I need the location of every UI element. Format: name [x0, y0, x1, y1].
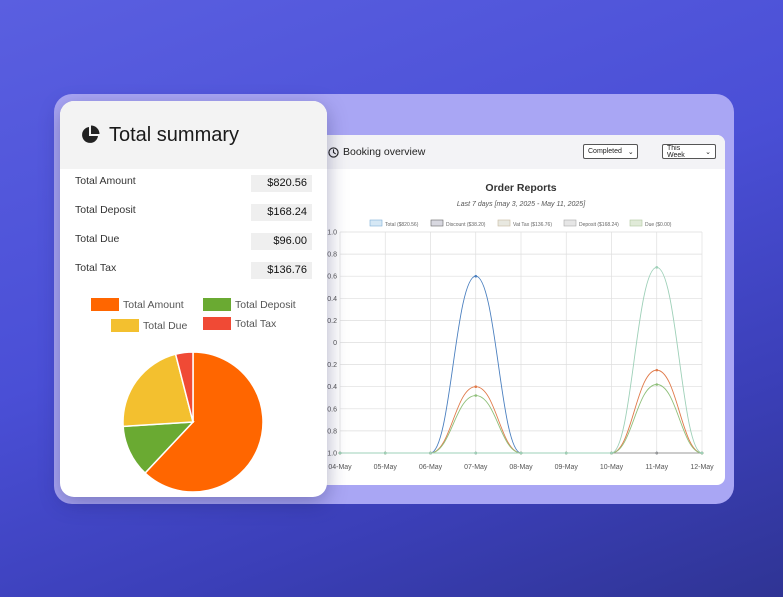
legend-total-deposit[interactable]: Total Deposit: [203, 298, 296, 311]
y-tick-label: 0.6: [327, 274, 337, 281]
y-tick-label: -0.6: [325, 406, 337, 413]
legend-total-tax[interactable]: Total Tax: [203, 317, 276, 330]
legend-label: Vat Tax ($136.76): [513, 222, 552, 228]
y-tick-label: -1.0: [325, 451, 337, 458]
legend-label: Total Tax: [235, 317, 277, 330]
status-dropdown[interactable]: Completed ⌄: [583, 144, 638, 159]
status-dropdown-label: Completed: [588, 148, 622, 155]
row-value: $96.00: [251, 233, 312, 250]
legend-label: Discount ($38.20): [446, 222, 486, 228]
data-point: [700, 451, 704, 455]
pie-chart-icon: [82, 125, 100, 143]
y-tick-label: -0.2: [325, 362, 337, 369]
total-summary-card: Total summary Total Amount $820.56 Total…: [60, 101, 327, 497]
row-value: $136.76: [251, 262, 312, 279]
pie-slice: [144, 351, 264, 493]
legend-label: Total ($820.56): [385, 222, 419, 228]
data-point: [564, 451, 568, 455]
legend-label: Total Due: [143, 319, 188, 332]
data-point: [519, 451, 523, 455]
y-tick-label: 0: [333, 340, 337, 347]
row-label: Total Due: [75, 233, 120, 245]
legend-label: Deposit ($168.24): [579, 222, 619, 228]
legend-total-amount[interactable]: Total Amount: [91, 298, 184, 311]
summary-header: Total summary: [60, 101, 327, 169]
range-dropdown-label: This Week: [667, 144, 685, 159]
legend-label: Total Amount: [123, 298, 184, 311]
summary-row-total-amount: Total Amount $820.56: [75, 175, 312, 193]
series-line: [340, 266, 703, 454]
legend-swatch: [111, 319, 139, 332]
legend-swatch: [203, 317, 231, 330]
booking-overview-card: Booking overview Completed ⌄ This Week ⌄…: [300, 135, 725, 485]
legend-swatch: [430, 219, 444, 227]
legend-label: Total Deposit: [235, 298, 296, 311]
row-label: Total Deposit: [75, 204, 136, 216]
summary-row-total-deposit: Total Deposit $168.24: [75, 204, 312, 222]
row-label: Total Amount: [75, 175, 136, 187]
legend-swatch: [563, 219, 577, 227]
legend-swatch: [203, 298, 231, 311]
x-tick-label: 11-May: [645, 464, 668, 471]
row-value: $820.56: [251, 175, 312, 192]
data-point: [474, 451, 478, 455]
pie-slice: [122, 353, 194, 428]
y-tick-label: 0.8: [327, 252, 337, 259]
y-tick-label: 0.4: [327, 296, 337, 303]
data-point: [610, 451, 613, 455]
booking-header: Booking overview Completed ⌄ This Week ⌄: [300, 135, 725, 169]
range-dropdown[interactable]: This Week ⌄: [662, 144, 716, 159]
data-point: [474, 385, 478, 388]
data-point: [655, 266, 659, 269]
legend-swatch: [91, 298, 119, 311]
data-point: [383, 451, 387, 455]
chevron-down-icon: ⌄: [627, 148, 634, 156]
booking-title: Booking overview: [343, 146, 426, 158]
data-point: [429, 451, 432, 455]
y-tick-label: -0.8: [325, 428, 337, 435]
legend-swatch: [497, 219, 511, 227]
data-point: [474, 274, 478, 278]
data-point: [474, 394, 478, 397]
summary-row-total-due: Total Due $96.00: [75, 233, 312, 251]
data-point: [655, 451, 659, 455]
legend-swatch: [629, 219, 643, 227]
y-tick-label: 0.2: [327, 318, 337, 325]
x-tick-label: 04-May: [328, 464, 352, 471]
data-point: [338, 451, 342, 455]
data-point: [655, 383, 659, 386]
summary-row-total-tax: Total Tax $136.76: [75, 262, 312, 280]
legend-total-due[interactable]: Total Due: [111, 319, 187, 332]
order-reports-chart: Order Reports Last 7 days [may 3, 2025 - …: [325, 182, 714, 471]
summary-pie-chart: [122, 351, 264, 493]
legend-swatch: [369, 219, 383, 227]
chart-subtitle: Last 7 days [may 3, 2025 - May 11, 2025]: [457, 201, 586, 208]
x-tick-label: 10-May: [600, 464, 624, 471]
x-tick-label: 08-May: [509, 464, 533, 471]
y-tick-label: -0.4: [325, 384, 337, 391]
x-tick-label: 06-May: [419, 464, 443, 471]
chevron-down-icon: ⌄: [705, 148, 711, 156]
legend-label: Due ($0.00): [645, 222, 672, 228]
x-tick-label: 12-May: [690, 464, 714, 471]
summary-title: Total summary: [109, 123, 240, 146]
chart-title: Order Reports: [485, 182, 556, 194]
pie-slice: [174, 351, 194, 423]
clock-icon: [328, 146, 339, 158]
y-tick-label: 1.0: [327, 230, 337, 237]
row-label: Total Tax: [75, 262, 117, 274]
x-tick-label: 09-May: [555, 464, 579, 471]
x-tick-label: 07-May: [464, 464, 488, 471]
data-point: [655, 368, 659, 372]
row-value: $168.24: [251, 204, 312, 221]
x-tick-label: 05-May: [374, 464, 398, 471]
